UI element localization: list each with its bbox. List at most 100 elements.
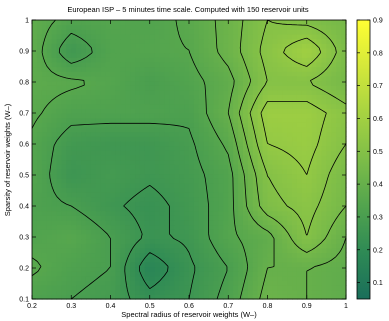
heatmap-cell (208, 89, 215, 95)
heatmap-cell (238, 187, 244, 193)
heatmap-cell (306, 140, 313, 147)
heatmap-cell (159, 89, 166, 95)
heatmap-cell (81, 206, 87, 212)
heatmap-cell (100, 108, 107, 114)
heatmap-cell (51, 173, 58, 179)
heatmap-cell (203, 178, 210, 184)
heatmap-cell (233, 192, 239, 198)
heatmap-cell (208, 99, 215, 105)
heatmap-cell (41, 257, 48, 263)
heatmap-cell (120, 122, 126, 128)
heatmap-cell (228, 43, 234, 49)
heatmap-cell (56, 271, 63, 277)
heatmap-cell (287, 159, 293, 165)
heatmap-cell (203, 247, 210, 254)
heatmap-cell (316, 103, 323, 109)
heatmap-cell (115, 252, 121, 258)
heatmap-cell (81, 154, 87, 161)
heatmap-cell (71, 289, 77, 295)
heatmap-cell (76, 233, 82, 240)
heatmap-cell (189, 187, 195, 193)
heatmap-cell (213, 89, 220, 95)
heatmap-cell (139, 47, 146, 54)
heatmap-cell (218, 80, 224, 86)
heatmap-cell (193, 80, 200, 86)
heatmap-cell (51, 80, 58, 86)
heatmap-cell (115, 196, 121, 202)
heatmap-cell (71, 266, 77, 272)
heatmap-cell (262, 159, 269, 165)
heatmap-cell (110, 94, 117, 100)
heatmap-cell (100, 247, 107, 254)
heatmap-cell (51, 89, 58, 95)
heatmap-cell (306, 266, 313, 272)
heatmap-cell (184, 187, 190, 193)
heatmap-cell (326, 219, 332, 226)
heatmap-cell (159, 187, 166, 193)
heatmap-cell (321, 29, 327, 35)
heatmap-cell (233, 271, 239, 277)
heatmap-cell (46, 271, 53, 277)
heatmap-cell (71, 150, 77, 156)
heatmap-cell (198, 145, 205, 151)
heatmap-cell (233, 294, 239, 300)
heatmap-cell (247, 20, 254, 26)
heatmap-cell (46, 108, 53, 114)
heatmap-cell (208, 43, 215, 49)
heatmap-cell (144, 75, 151, 82)
heatmap-cell (208, 150, 215, 156)
heatmap-cell (287, 122, 293, 128)
heatmap-cell (218, 252, 224, 258)
heatmap-cell (296, 38, 303, 44)
heatmap-cell (301, 224, 308, 230)
heatmap-cell (130, 52, 136, 58)
heatmap-cell (223, 280, 229, 286)
heatmap-cell (282, 210, 288, 216)
heatmap-cell (115, 140, 121, 147)
heatmap-cell (218, 145, 224, 151)
heatmap-cell (164, 38, 170, 44)
heatmap-cell (46, 206, 53, 212)
heatmap-cell (311, 182, 318, 188)
heatmap-cell (223, 187, 229, 193)
heatmap-cell (242, 159, 249, 165)
heatmap-cell (61, 71, 67, 77)
heatmap-cell (56, 275, 63, 281)
heatmap-cell (272, 178, 278, 184)
heatmap-cell (61, 43, 67, 49)
heatmap-cell (242, 33, 249, 40)
heatmap-cell (228, 178, 234, 184)
heatmap-cell (218, 289, 224, 295)
heatmap-cell (71, 89, 77, 95)
heatmap-cell (41, 196, 48, 202)
heatmap-cell (223, 219, 229, 226)
heatmap-cell (272, 57, 278, 63)
heatmap-cell (282, 131, 288, 137)
heatmap-cell (296, 168, 303, 175)
heatmap-cell (36, 99, 43, 105)
heatmap-cell (169, 261, 175, 268)
heatmap-cell (238, 150, 244, 156)
heatmap-cell (61, 47, 67, 54)
heatmap-cell (321, 294, 327, 300)
heatmap-cell (242, 94, 249, 100)
heatmap-cell (100, 24, 107, 30)
heatmap-cell (213, 233, 220, 240)
heatmap-cell (193, 289, 200, 295)
heatmap-cell (189, 238, 195, 244)
heatmap-cell (233, 243, 239, 249)
heatmap-cell (144, 150, 151, 156)
heatmap-cell (71, 280, 77, 286)
heatmap-cell (36, 150, 43, 156)
heatmap-cell (292, 196, 298, 202)
heatmap-cell (115, 117, 121, 123)
heatmap-cell (115, 206, 121, 212)
heatmap-cell (311, 266, 318, 272)
heatmap-cell (110, 126, 117, 133)
heatmap-cell (110, 85, 117, 91)
heatmap-cell (159, 103, 166, 109)
heatmap-cell (169, 89, 175, 95)
heatmap-cell (149, 75, 156, 82)
heatmap-cell (331, 57, 337, 63)
heatmap-cell (130, 243, 136, 249)
